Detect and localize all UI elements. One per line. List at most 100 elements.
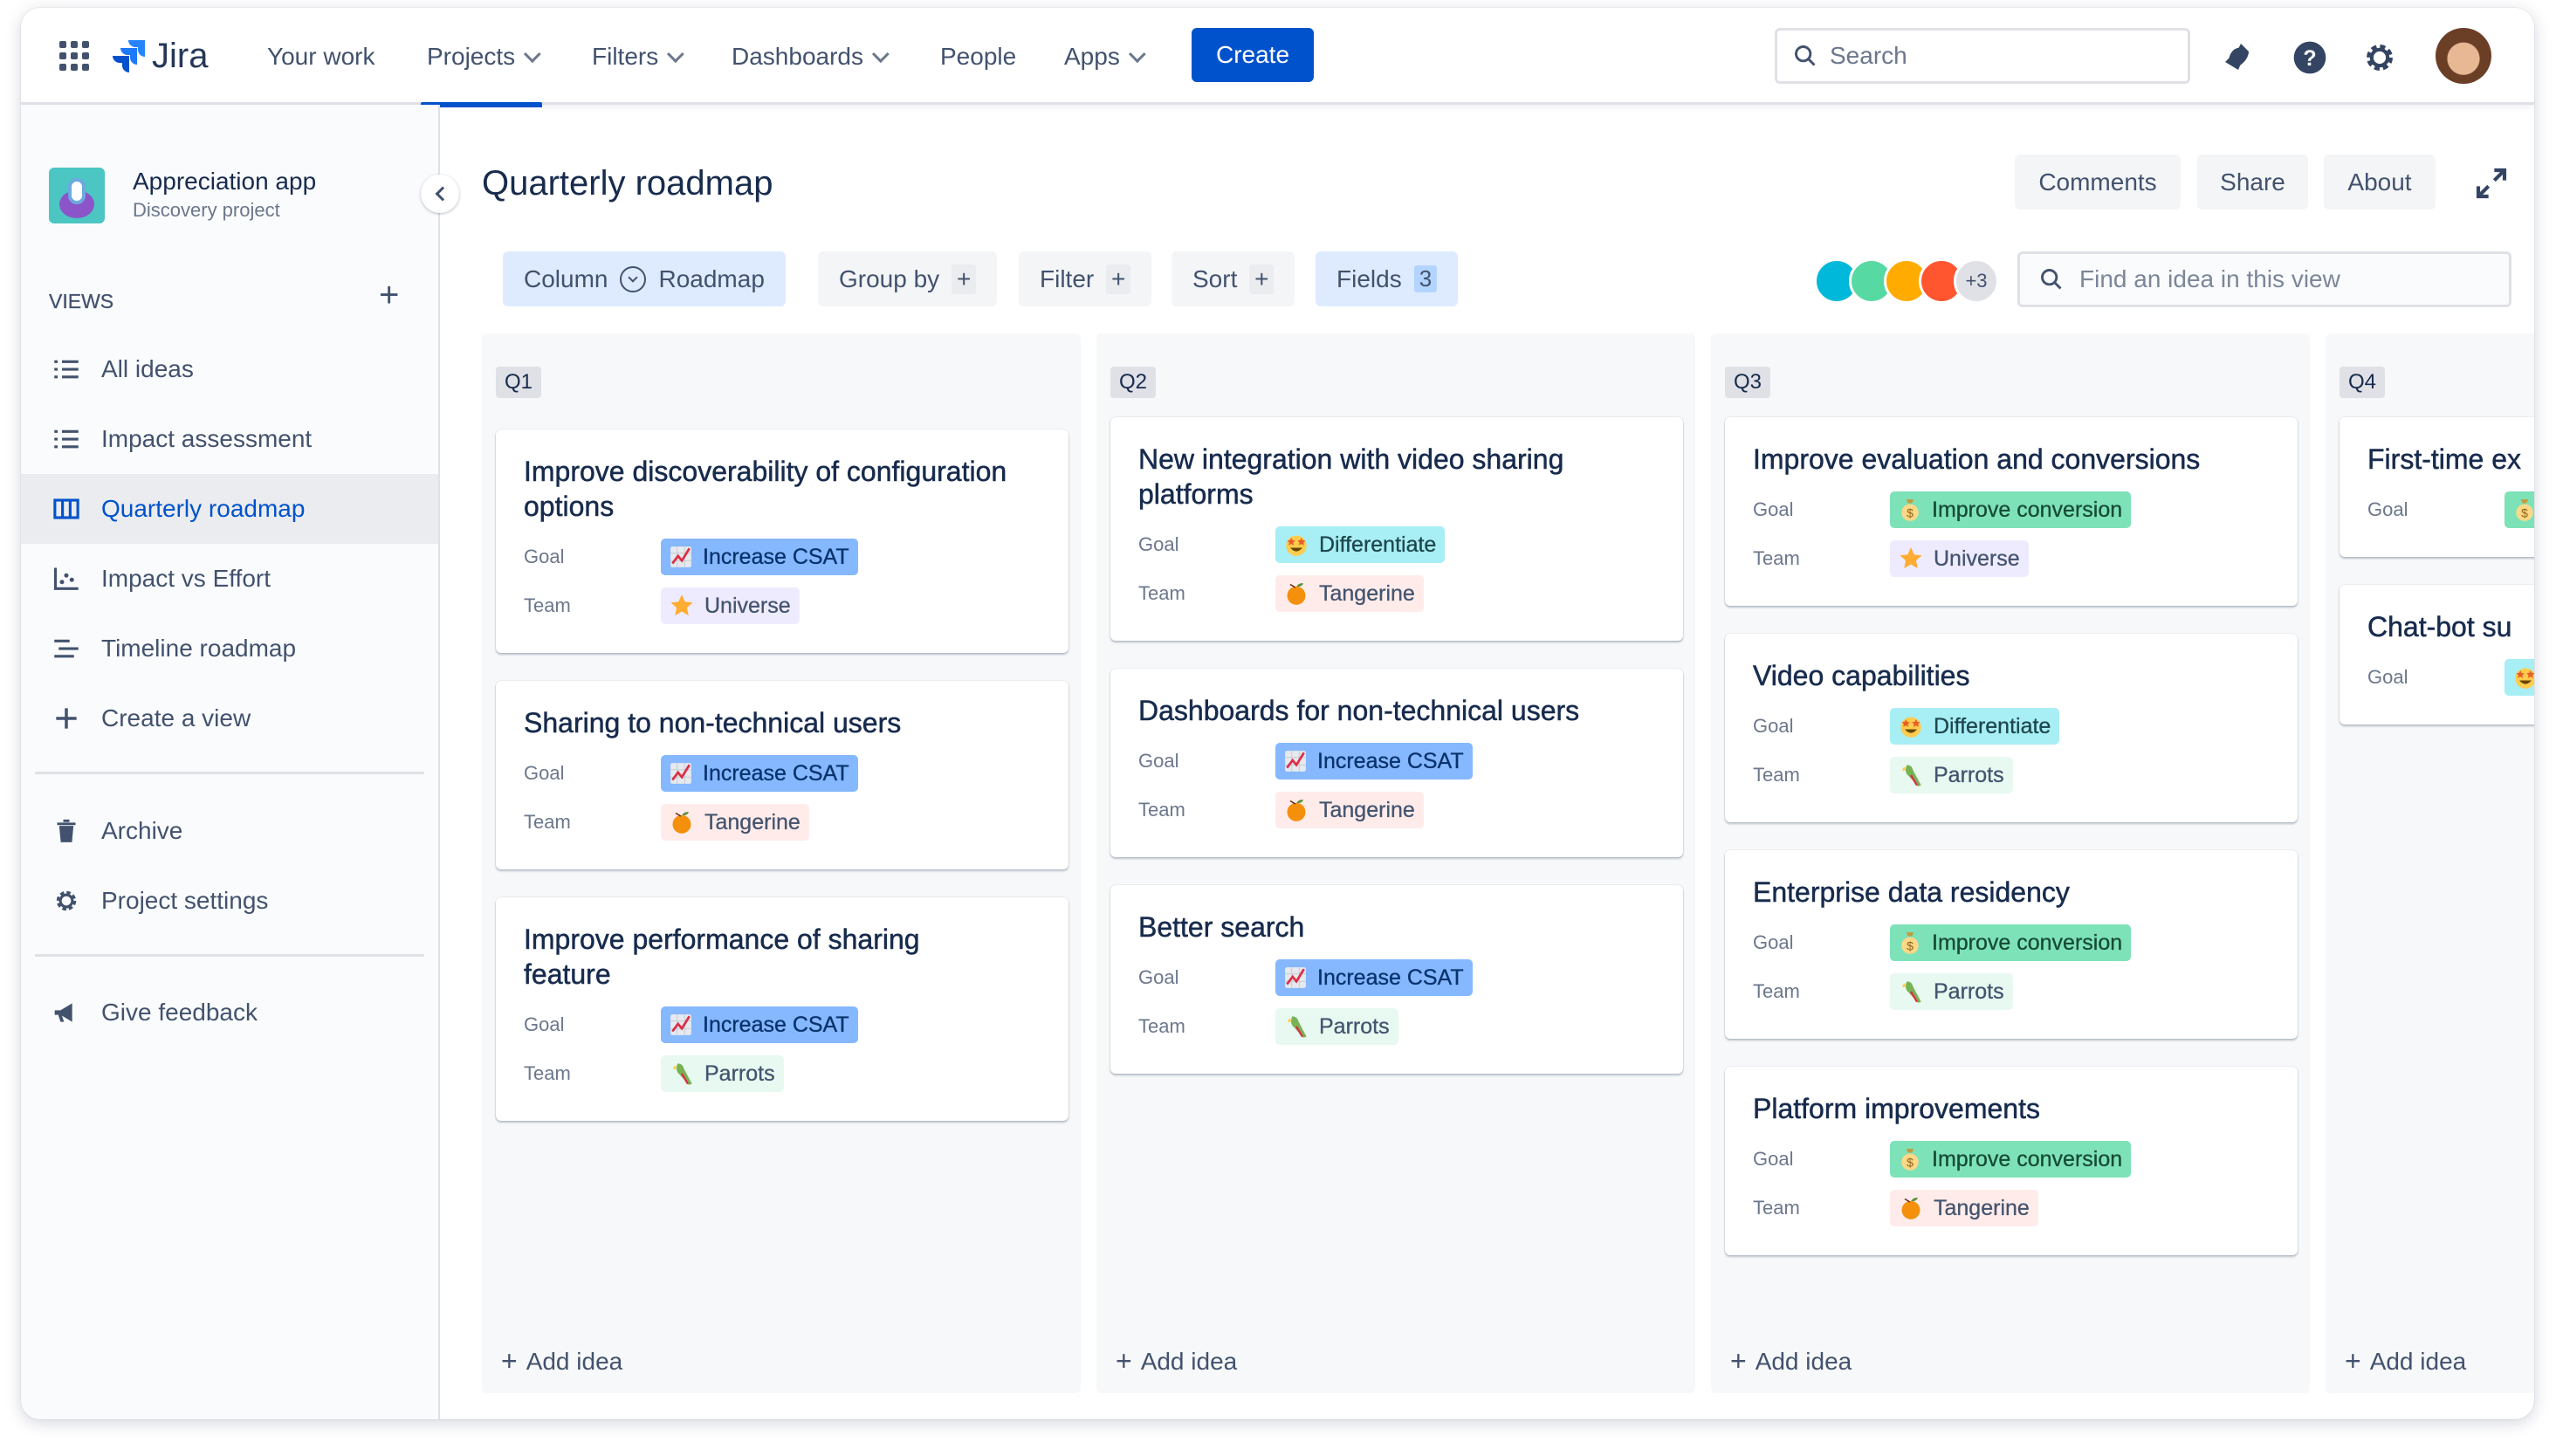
- jira-logo[interactable]: Jira: [112, 34, 208, 78]
- column-q4: Q4 First-time ex Goal $ Chat-bot su Goal +…: [2326, 333, 2534, 1393]
- tag-parrots[interactable]: Parrots: [661, 1055, 784, 1092]
- nav-link-your-work[interactable]: Your work: [267, 8, 374, 105]
- tag-increase-csat[interactable]: Increase CSAT: [661, 1006, 858, 1043]
- nav-link-people[interactable]: People: [940, 8, 1016, 105]
- tag-improve-conversion[interactable]: $ Improve conversion: [1890, 924, 2132, 961]
- tag-universe[interactable]: Universe: [661, 587, 800, 624]
- nav-link-projects[interactable]: Projects: [421, 8, 543, 107]
- idea-card[interactable]: Improve evaluation and conversions Goal $…: [1725, 417, 2298, 606]
- column-header-badge: Q4: [2340, 367, 2386, 398]
- goal-tag[interactable]: [2504, 659, 2534, 696]
- team-label: Team: [1138, 582, 1185, 604]
- sidebar-item-impact-assessment[interactable]: Impact assessment: [21, 404, 438, 474]
- tag-parrots[interactable]: Parrots: [1890, 973, 2013, 1010]
- nav-link-dashboards[interactable]: Dashboards: [732, 8, 890, 105]
- plus-icon: +: [952, 264, 977, 294]
- tag-improve-conversion[interactable]: $ Improve conversion: [1890, 491, 2132, 528]
- tag-increase-csat[interactable]: Increase CSAT: [1275, 743, 1473, 780]
- tag-increase-csat[interactable]: Increase CSAT: [1275, 959, 1473, 996]
- sidebar-item-archive[interactable]: Archive: [21, 796, 438, 866]
- tag-increase-csat[interactable]: Increase CSAT: [661, 755, 858, 792]
- filter-button[interactable]: Filter +: [1019, 251, 1152, 306]
- tag-tangerine[interactable]: Tangerine: [1890, 1190, 2038, 1226]
- find-idea-input[interactable]: Find an idea in this view: [2017, 251, 2511, 307]
- share-button[interactable]: Share: [2197, 155, 2308, 209]
- collapse-sidebar-button[interactable]: [421, 175, 459, 213]
- sidebar-divider: [35, 772, 424, 774]
- fields-button[interactable]: Fields 3: [1316, 251, 1459, 306]
- tag-parrots[interactable]: Parrots: [1275, 1008, 1398, 1045]
- give-feedback-button[interactable]: Give feedback: [21, 978, 438, 1047]
- tag-improve-conversion[interactable]: $ Improve conversion: [1890, 1141, 2132, 1178]
- search-input[interactable]: Search: [1775, 28, 2190, 84]
- add-idea-button[interactable]: + Add idea: [1730, 1345, 1852, 1377]
- column-q1: Q1 Improve discoverability of configurat…: [482, 333, 1081, 1393]
- app-switcher-icon[interactable]: [59, 41, 89, 71]
- idea-card[interactable]: Platform improvements Goal $ Improve conv…: [1725, 1067, 2298, 1255]
- goal-row: Goal Increase CSAT: [524, 749, 1041, 798]
- add-idea-button[interactable]: + Add idea: [2345, 1345, 2466, 1377]
- idea-card[interactable]: Chat-bot su Goal: [2340, 585, 2534, 725]
- idea-card[interactable]: Enterprise data residency Goal $ Improve …: [1725, 850, 2298, 1039]
- tag-tangerine[interactable]: Tangerine: [661, 804, 809, 841]
- idea-card[interactable]: First-time ex Goal $: [2340, 417, 2534, 557]
- notifications-icon[interactable]: [2223, 41, 2254, 72]
- tag-increase-csat[interactable]: Increase CSAT: [661, 539, 858, 575]
- goal-row: Goal: [2367, 653, 2534, 702]
- about-button[interactable]: About: [2324, 155, 2436, 209]
- sidebar-item-label: All ideas: [101, 355, 194, 382]
- fullscreen-icon[interactable]: [2474, 166, 2509, 201]
- idea-title: Improve performance of sharing feature: [524, 924, 920, 991]
- idea-card[interactable]: Improve performance of sharing feature Go…: [496, 897, 1068, 1121]
- tag-label: Tangerine: [1934, 1195, 2030, 1220]
- main-content: Quarterly roadmap +3 Comments Share Abou…: [440, 105, 2534, 1419]
- help-icon[interactable]: ?: [2292, 40, 2327, 75]
- tag-tangerine[interactable]: Tangerine: [1275, 792, 1424, 828]
- add-view-button[interactable]: +: [379, 276, 400, 314]
- idea-card[interactable]: New integration with video sharing platf…: [1110, 417, 1683, 641]
- column-q2: Q2 New integration with video sharing pl…: [1096, 333, 1695, 1393]
- tag-tangerine[interactable]: Tangerine: [1275, 575, 1424, 612]
- sidebar-item-label: Quarterly roadmap: [101, 495, 306, 522]
- tangerine-icon: [670, 810, 694, 834]
- sidebar-divider: [35, 954, 424, 957]
- add-idea-button[interactable]: + Add idea: [501, 1345, 622, 1377]
- tag-parrots[interactable]: Parrots: [1890, 757, 2013, 793]
- settings-icon[interactable]: [2362, 40, 2397, 75]
- group-by-button[interactable]: Group by +: [818, 251, 998, 306]
- chart-up-icon: [1284, 966, 1307, 989]
- idea-card[interactable]: Better search Goal Increase CSAT Team Parr…: [1110, 885, 1683, 1074]
- nav-link-apps[interactable]: Apps: [1064, 8, 1146, 105]
- team-label: Team: [1753, 764, 1800, 786]
- tag-differentiate[interactable]: Differentiate: [1275, 526, 1446, 563]
- sidebar-item-create-a-view[interactable]: Create a view: [21, 683, 438, 753]
- sidebar-item-all-ideas[interactable]: All ideas: [21, 334, 438, 404]
- sidebar-item-impact-vs-effort[interactable]: Impact vs Effort: [21, 544, 438, 614]
- more-collaborators-badge[interactable]: +3: [1954, 258, 1999, 304]
- add-idea-label: Add idea: [526, 1347, 623, 1375]
- idea-card[interactable]: Sharing to non-technical users Goal Incre…: [496, 681, 1068, 869]
- project-avatar[interactable]: [49, 168, 105, 223]
- tag-universe[interactable]: Universe: [1890, 540, 2029, 577]
- column-selector[interactable]: Column Roadmap: [503, 251, 786, 306]
- user-avatar[interactable]: [2436, 28, 2491, 84]
- create-button[interactable]: Create: [1192, 28, 1314, 82]
- idea-card[interactable]: Dashboards for non-technical users Goal I…: [1110, 669, 1683, 857]
- sort-button[interactable]: Sort +: [1172, 251, 1295, 306]
- comments-button[interactable]: Comments: [2015, 155, 2181, 209]
- sidebar-item-project-settings[interactable]: Project settings: [21, 866, 438, 936]
- plus-icon: +: [501, 1345, 518, 1377]
- tag-differentiate[interactable]: Differentiate: [1890, 708, 2060, 745]
- star-struck-icon: [1899, 714, 1923, 738]
- sidebar-item-quarterly-roadmap[interactable]: Quarterly roadmap: [21, 474, 438, 544]
- goal-tag[interactable]: $: [2504, 491, 2534, 528]
- nav-link-filters[interactable]: Filters: [592, 8, 684, 105]
- idea-card[interactable]: Video capabilities Goal Differentiate Team…: [1725, 634, 2298, 822]
- team-row: Team Parrots: [1138, 1002, 1655, 1051]
- page-title: Quarterly roadmap: [482, 164, 773, 203]
- sidebar-item-timeline-roadmap[interactable]: Timeline roadmap: [21, 614, 438, 683]
- goal-label: Goal: [524, 1013, 565, 1035]
- project-type: Discovery project: [133, 199, 280, 221]
- add-idea-button[interactable]: + Add idea: [1116, 1345, 1237, 1377]
- idea-card[interactable]: Improve discoverability of configuration…: [496, 429, 1068, 653]
